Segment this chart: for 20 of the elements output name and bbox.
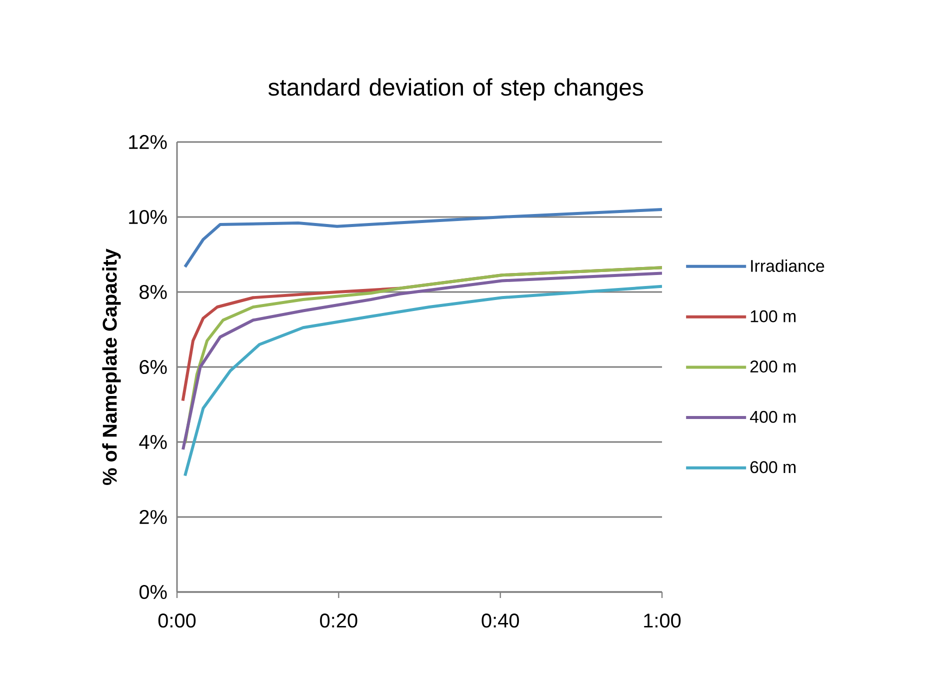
legend-label: 400 m: [750, 410, 796, 423]
chart-title: standard deviation of step changes: [268, 78, 644, 101]
legend-label: 200 m: [750, 360, 796, 373]
y-tick-label: 12%: [129, 134, 167, 149]
x-tick-label: 0:00: [158, 614, 196, 628]
legend-label: 600 m: [750, 461, 796, 474]
legend-label: 100 m: [750, 310, 796, 322]
y-tick-label: 10%: [129, 210, 167, 224]
x-tick-label: 0:40: [482, 614, 519, 628]
y-tick-label: 0%: [139, 584, 167, 600]
y-tick-label: 6%: [140, 360, 167, 374]
y-tick-label: 8%: [140, 284, 167, 300]
x-tick-label: 1:00: [644, 614, 681, 628]
y-tick-label: 2%: [140, 510, 167, 524]
x-tick-label: 0:20: [320, 614, 358, 628]
legend-label: Irradiance: [751, 260, 824, 272]
y-axis-title: % of Nameplate Capacity: [102, 248, 121, 485]
y-tick-label: 4%: [139, 435, 167, 449]
line-series: [184, 284, 662, 478]
line-series: [184, 208, 662, 268]
